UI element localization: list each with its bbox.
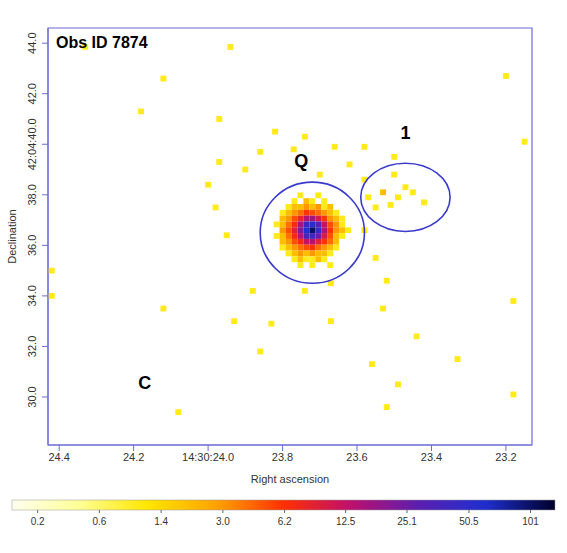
svg-text:24.4: 24.4 [48,451,69,463]
svg-text:44.0: 44.0 [26,32,38,53]
svg-text:36.0: 36.0 [26,235,38,256]
html-text:Obs ID 7874: Obs ID 7874 [56,34,148,51]
svg-text:34.0: 34.0 [26,285,38,306]
svg-text:101: 101 [522,516,539,527]
svg-text:23.4: 23.4 [421,451,442,463]
svg-text:Right ascension: Right ascension [251,473,329,485]
svg-text:42.0: 42.0 [26,83,38,104]
svg-text:42:04:40.0: 42:04:40.0 [26,118,38,170]
svg-text:1.4: 1.4 [154,516,168,527]
svg-text:14:30:24.0: 14:30:24.0 [182,451,234,463]
svg-text:24.2: 24.2 [123,451,144,463]
svg-text:0.6: 0.6 [92,516,106,527]
svg-text:30.0: 30.0 [26,386,38,407]
svg-text:6.2: 6.2 [278,516,292,527]
svg-text:3.0: 3.0 [216,516,230,527]
svg-text:23.8: 23.8 [272,451,293,463]
svg-text:50.5: 50.5 [459,516,479,527]
svg-text:0.2: 0.2 [31,516,45,527]
svg-text:1: 1 [400,123,410,143]
svg-text:Q: Q [294,151,308,171]
svg-text:23.6: 23.6 [346,451,367,463]
svg-text:Declination: Declination [6,209,18,263]
svg-text:32.0: 32.0 [26,336,38,357]
svg-text:38.0: 38.0 [26,184,38,205]
svg-text:25.1: 25.1 [397,516,417,527]
svg-text:12.5: 12.5 [336,516,356,527]
svg-text:23.2: 23.2 [495,451,516,463]
svg-text:C: C [138,373,151,393]
